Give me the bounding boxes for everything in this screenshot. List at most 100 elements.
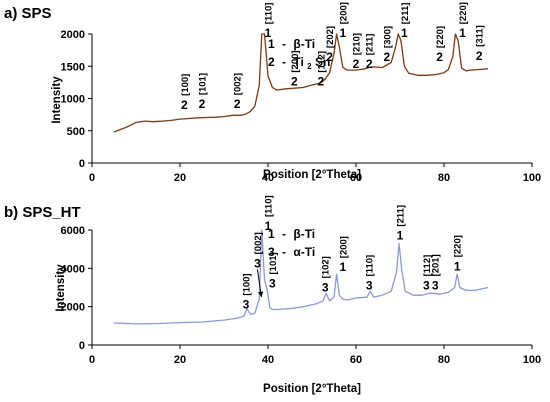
peak-phase-index: 3 <box>366 278 373 292</box>
peak-phase-index: 1 <box>459 26 466 40</box>
peak-phase-index: 1 <box>339 26 346 40</box>
legend-entry-1: 1 - β-Ti <box>268 37 315 51</box>
panel-sps-ht: b) SPS_HT Intensity Position [2°Theta] 0… <box>4 195 541 395</box>
peak-hkl-label: [211] <box>365 34 376 56</box>
peak-phase-index: 1 <box>454 259 461 273</box>
y-tick-label: 6000 <box>61 225 85 237</box>
peak-hkl-label: [110] <box>264 3 275 25</box>
y-tick-label: 0 <box>79 158 85 170</box>
y-tick-label: 2000 <box>61 302 85 314</box>
x-tick-label: 100 <box>523 354 541 366</box>
peak-hkl-label: [211] <box>400 3 411 25</box>
peak-hkl-label: [112] <box>316 51 327 73</box>
plot-area: 0 20 40 60 80 10002000400060003[100]3[002]1[1… <box>61 195 542 366</box>
peak-annotation: 2 [100] <box>180 74 191 112</box>
peak-hkl-label: [200] <box>290 50 301 72</box>
legend: 1 - β-Ti 3 - α-Ti <box>268 227 315 259</box>
peak-annotation: 2 [202] <box>325 26 336 64</box>
peak-phase-index: 3 <box>322 280 329 294</box>
peak-phase-index: 2 <box>436 50 443 64</box>
peak-hkl-label: [311] <box>475 25 486 47</box>
peak-hkl-label: [101] <box>198 73 209 95</box>
peak-hkl-label: [210] <box>352 33 363 55</box>
peak-annotation: 1 [220] <box>453 235 464 273</box>
series-line <box>113 33 489 133</box>
peak-hkl-label: [220] <box>453 235 464 257</box>
peak-hkl-label: [112] <box>422 255 433 277</box>
peak-phase-index: 1 <box>397 229 404 243</box>
peak-annotation: 3 [201] <box>431 254 442 292</box>
peak-phase-index: 3 <box>432 278 439 292</box>
peak-phase-index: 2 <box>291 75 298 89</box>
peak-hkl-label: [300] <box>382 26 393 48</box>
x-tick-label: 0 <box>89 354 95 366</box>
peak-hkl-label: [220] <box>435 26 446 48</box>
peak-annotation: 3 [101] <box>268 252 279 290</box>
peak-hkl-label: [202] <box>325 26 336 48</box>
peak-annotation: 3[110] <box>365 255 376 293</box>
x-tick-label: 60 <box>350 172 362 184</box>
peak-annotation: 1 [220] <box>458 2 469 40</box>
legend-entry-1: 1 - β-Ti <box>268 227 315 241</box>
peak-annotation: 2 [002] <box>233 73 244 111</box>
peak-hkl-label: [100] <box>242 273 253 295</box>
y-tick-label: 0 <box>79 340 85 352</box>
peak-annotation: 1 [110] <box>264 195 275 233</box>
y-tick-label: 2000 <box>61 29 85 41</box>
peak-annotation: 1 [200] <box>338 236 349 274</box>
y-tick-label: 500 <box>67 126 85 138</box>
peak-phase-index: 3 <box>423 278 430 292</box>
peak-hkl-label: [002] <box>233 73 244 95</box>
peak-phase-index: 1 <box>265 26 272 40</box>
peak-annotation: 3 [102] <box>321 256 332 294</box>
peak-phase-index: 3 <box>243 298 250 312</box>
peak-phase-index: 2 <box>181 98 188 112</box>
x-tick-label: 0 <box>89 172 95 184</box>
peak-phase-index: 2 <box>476 49 483 63</box>
peak-hkl-label: [102] <box>321 256 332 278</box>
peak-annotation: 2 [210] <box>352 33 363 71</box>
x-tick-label: 80 <box>438 172 450 184</box>
peak-hkl-label: [201] <box>431 254 442 276</box>
peak-phase-index: 2 <box>366 57 373 71</box>
peak-phase-index: 3 <box>269 277 276 291</box>
peak-phase-index: 2 <box>317 75 324 89</box>
peak-phase-index: 2 <box>383 50 390 64</box>
peak-annotation: 3[112] <box>422 255 433 293</box>
peak-annotation: 1[110] <box>264 3 275 41</box>
x-tick-label: 40 <box>262 172 274 184</box>
peak-phase-index: 2 <box>326 50 333 64</box>
peak-annotation: 1 [211] <box>396 205 407 243</box>
peak-hkl-label: [110] <box>365 255 376 277</box>
x-tick-label: 20 <box>174 354 186 366</box>
panel-title: b) SPS_HT <box>4 204 81 221</box>
panel-title: a) SPS <box>4 5 52 22</box>
peak-hkl-label: [220] <box>458 2 469 24</box>
peak-annotation: 2 [300] <box>382 26 393 64</box>
x-tick-label: 80 <box>438 354 450 366</box>
peak-annotation: 2 [220] <box>435 26 446 64</box>
peak-hkl-label: [211] <box>396 205 407 227</box>
x-axis-title: Position [2°Theta] <box>263 169 361 181</box>
peak-annotation: 2 [101] <box>198 73 209 111</box>
x-tick-label: 60 <box>350 354 362 366</box>
peak-annotation: 3 [002] <box>253 232 264 270</box>
peak-hkl-label: [110] <box>264 195 275 217</box>
peak-annotation: 2[211] <box>365 34 376 72</box>
peak-hkl-label: [200] <box>338 236 349 258</box>
x-tick-label: 20 <box>174 172 186 184</box>
y-axis-title: Intensity <box>55 264 67 312</box>
peak-annotation: 2 [112] <box>316 51 327 89</box>
x-tick-label: 100 <box>523 172 541 184</box>
legend-entry-2: 3 - α-Ti <box>268 245 315 259</box>
y-axis-title: Intensity <box>51 76 63 124</box>
annotation-arrowhead <box>258 291 264 298</box>
peak-phase-index: 1 <box>265 219 272 233</box>
peak-phase-index: 1 <box>401 26 408 40</box>
peak-hkl-label: [200] <box>338 2 349 24</box>
series-line <box>113 229 489 325</box>
peak-phase-index: 1 <box>339 260 346 274</box>
legend-entry-2: 2 - Ti 2 Sn <box>268 55 330 72</box>
peak-annotation: 2 [200] <box>290 50 301 88</box>
